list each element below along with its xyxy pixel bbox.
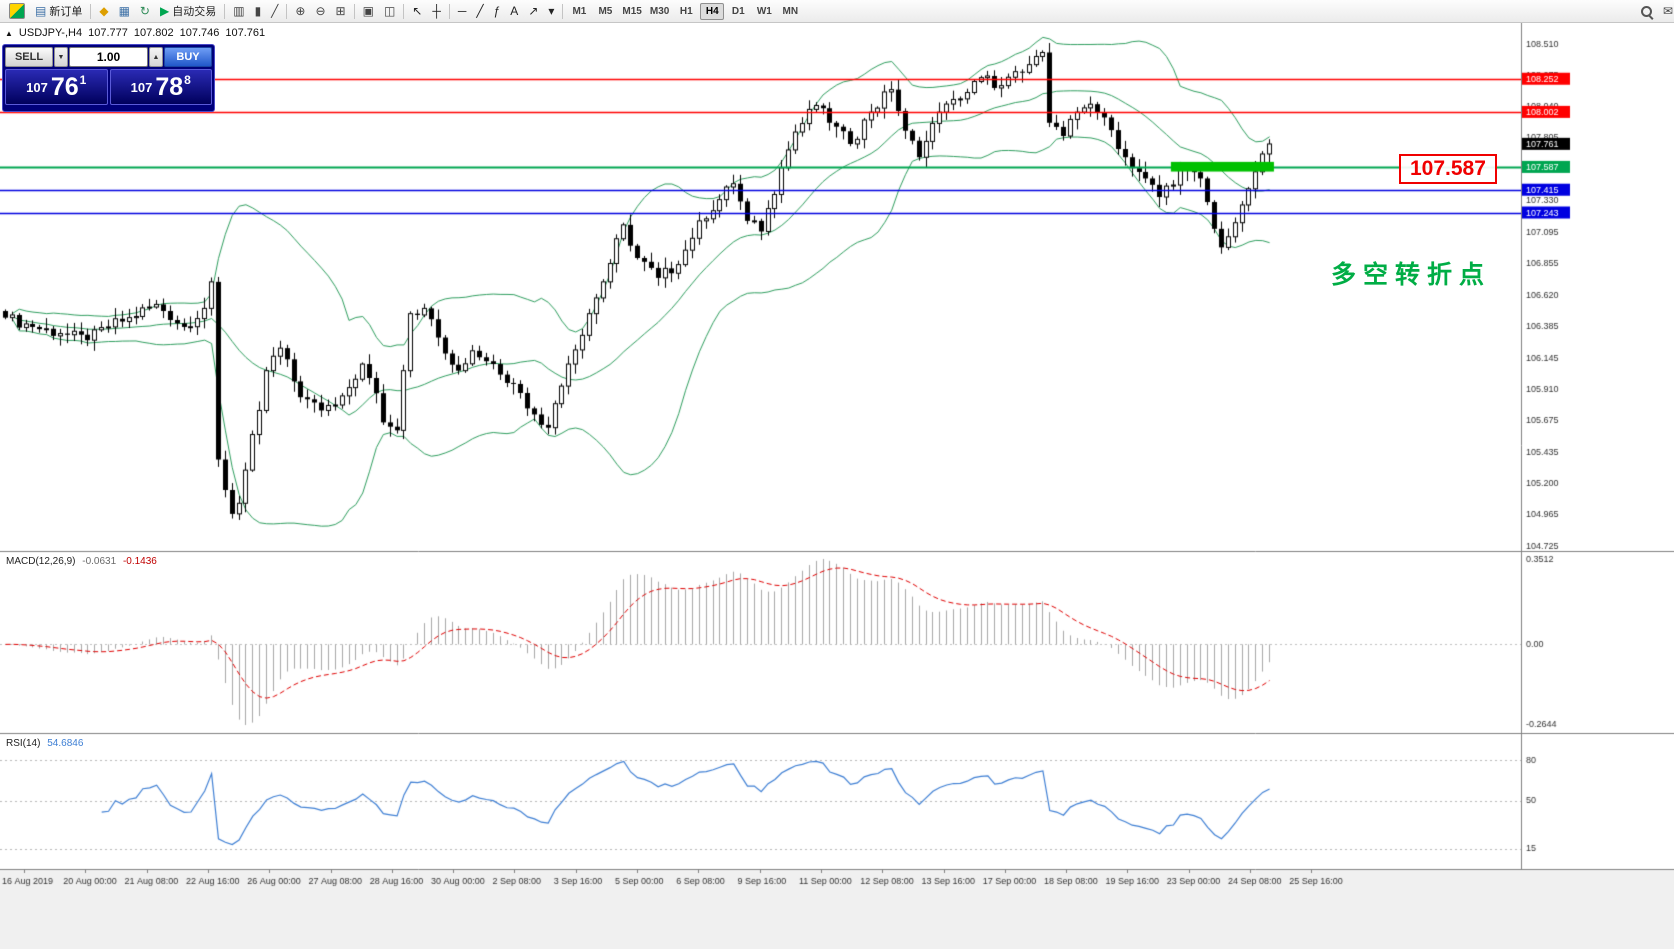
toolbar-separator-1 <box>90 3 92 19</box>
buy-price-button[interactable]: 107 78 8 <box>109 69 212 105</box>
zoom-in-icon[interactable]: ⊕ <box>290 2 310 21</box>
auto-scroll-icon[interactable]: ⊞ <box>331 2 351 21</box>
toolbar-separator-5 <box>403 3 405 19</box>
cascade-windows-icon[interactable]: ◫ <box>379 2 400 21</box>
volume-increase-button[interactable]: ▲ <box>149 47 163 67</box>
new-order-button-glyph: ▤ <box>35 4 47 18</box>
timeframe-button-h1[interactable]: H1 <box>674 3 698 20</box>
horizontal-line-icon-glyph: ─ <box>457 4 467 18</box>
trendline-icon[interactable]: ╱ <box>471 2 488 21</box>
zoom-out-icon-glyph: ⊖ <box>315 4 326 18</box>
candlestick-chart-icon-glyph: ▮ <box>254 4 262 18</box>
market-watch-icon-glyph: ◆ <box>99 4 109 18</box>
new-order-button-label: 新订单 <box>49 6 83 18</box>
toolbar-separator-4 <box>353 3 355 19</box>
text-tool-icon[interactable]: A <box>505 2 523 21</box>
bar-chart-icon-glyph: ▥ <box>233 4 245 18</box>
timeframe-button-m5[interactable]: M5 <box>593 3 617 20</box>
chat-icon[interactable]: ✉ <box>1658 2 1674 21</box>
autotrading-button-label: 自动交易 <box>172 6 217 18</box>
tile-windows-icon[interactable]: ▣ <box>358 2 379 21</box>
sell-price-prefix: 107 <box>26 79 48 95</box>
text-tool-icon-glyph: A <box>510 4 519 18</box>
toolbar-separator-6 <box>448 3 450 19</box>
sell-button[interactable]: SELL <box>5 47 53 67</box>
zoom-out-icon[interactable]: ⊖ <box>310 2 330 21</box>
trade-panel-controls: SELL ▼ ▲ BUY <box>5 47 212 67</box>
crosshair-icon[interactable]: ┼ <box>427 2 446 21</box>
toolbar-separator-2 <box>224 3 226 19</box>
tile-windows-icon-glyph: ▣ <box>362 4 374 18</box>
toolbar-separator-7 <box>562 3 564 19</box>
shapes-dropdown-icon-glyph: ▾ <box>548 4 555 18</box>
timeframe-button-d1[interactable]: D1 <box>726 3 750 20</box>
volume-input[interactable] <box>69 47 148 67</box>
buy-price-big: 78 <box>155 72 184 101</box>
buy-button[interactable]: BUY <box>164 47 212 67</box>
timeframe-button-m30[interactable]: M30 <box>647 3 672 20</box>
shapes-dropdown-icon[interactable]: ▾ <box>543 2 559 21</box>
timeframe-button-m1[interactable]: M1 <box>567 3 591 20</box>
arrow-tool-icon-glyph: ↗ <box>528 4 539 18</box>
cursor-icon[interactable]: ↖ <box>407 2 427 21</box>
timeframe-button-w1[interactable]: W1 <box>752 3 776 20</box>
one-click-trading-panel: SELL ▼ ▲ BUY 107 76 1 107 78 8 <box>2 44 215 112</box>
data-window-icon[interactable]: ▦ <box>114 2 135 21</box>
sell-price-button[interactable]: 107 76 1 <box>5 69 108 105</box>
timeframe-button-m15[interactable]: M15 <box>619 3 644 20</box>
volume-decrease-button[interactable]: ▼ <box>54 47 68 67</box>
cascade-windows-icon-glyph: ◫ <box>383 4 396 18</box>
new-order-button[interactable]: ▤ 新订单 <box>30 2 87 21</box>
market-watch-icon[interactable]: ◆ <box>94 2 113 21</box>
autotrading-button-glyph: ▶ <box>159 4 170 18</box>
refresh-icon-glyph: ↻ <box>139 4 150 18</box>
chat-icon-glyph: ✉ <box>1662 4 1673 18</box>
fibonacci-icon[interactable]: ƒ <box>489 2 506 21</box>
cursor-icon-glyph: ↖ <box>412 4 423 18</box>
line-chart-icon-glyph: ╱ <box>271 4 279 18</box>
trendline-icon-glyph: ╱ <box>476 4 484 18</box>
arrow-tool-icon[interactable]: ↗ <box>523 2 543 21</box>
data-window-icon-glyph: ▦ <box>118 4 130 18</box>
bar-chart-icon[interactable]: ▥ <box>228 2 249 21</box>
zoom-in-icon-glyph: ⊕ <box>295 4 306 18</box>
refresh-icon[interactable]: ↻ <box>135 2 155 21</box>
horizontal-line-icon[interactable]: ─ <box>453 2 472 21</box>
search-icon-shape <box>1640 5 1653 18</box>
timeframe-button-mn[interactable]: MN <box>778 3 802 20</box>
fibonacci-icon-glyph: ƒ <box>493 4 501 18</box>
app-logo[interactable] <box>4 2 30 21</box>
toolbar-separator-3 <box>286 3 288 19</box>
app-logo-icon <box>9 3 25 19</box>
timeframe-button-h4[interactable]: H4 <box>700 2 725 20</box>
autotrading-button[interactable]: ▶ 自动交易 <box>155 2 221 21</box>
chart-canvas[interactable] <box>0 22 1674 949</box>
buy-price-prefix: 107 <box>130 79 153 95</box>
sell-price-pip: 1 <box>79 73 87 87</box>
toolbar: ▤ 新订单 ◆ ▦ ↻ ▶ 自动交易 ▥ ▮ ╱ ⊕ ⊖ ⊞ ▣ ◫ ↖ ┼ ─ ╱ ƒ A ↗ ▾ M1 M5 M15 M30 H1… <box>0 0 1674 23</box>
trade-panel-prices: 107 76 1 107 78 8 <box>5 69 212 105</box>
search-icon[interactable] <box>1635 2 1658 21</box>
buy-price-pip: 8 <box>184 73 191 87</box>
crosshair-icon-glyph: ┼ <box>432 4 441 18</box>
sell-price-big: 76 <box>50 72 79 101</box>
auto-scroll-icon-glyph: ⊞ <box>335 4 346 18</box>
candlestick-chart-icon[interactable]: ▮ <box>250 2 267 21</box>
line-chart-icon[interactable]: ╱ <box>266 2 283 21</box>
